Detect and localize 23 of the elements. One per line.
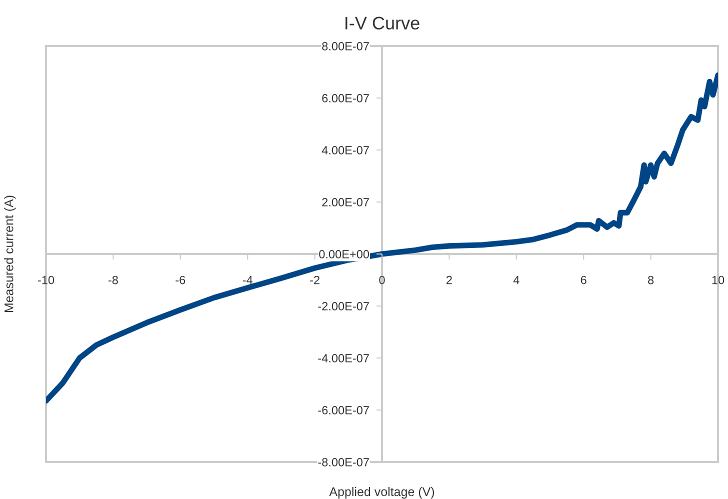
y-tick-label: 2.00E-07 [322,198,369,206]
x-tick-label: 4 [513,276,520,284]
y-axis-title: Measured current (A) [4,196,16,312]
x-tick-label: -10 [38,276,54,284]
y-tick-label: -2.00E-07 [318,302,369,310]
x-tick-label: 10 [712,276,724,284]
x-tick-label: 2 [446,276,452,284]
x-tick-label: -6 [176,276,186,284]
y-tick-label: -8.00E-07 [318,458,369,466]
x-tick-label: 6 [580,276,586,284]
y-tick-label: -4.00E-07 [318,354,369,362]
y-tick-label: 8.00E-07 [322,42,369,50]
y-tick-label: 4.00E-07 [322,146,369,154]
x-axis-title: Applied voltage (V) [329,486,434,499]
x-tick-label: -8 [108,276,118,284]
x-tick-label: -4 [242,276,253,284]
y-tick-label: -6.00E-07 [318,406,369,414]
x-tick-label: 0 [379,276,385,284]
y-tick-label: 0.00E+00 [319,250,370,258]
y-tick-label: 6.00E-07 [322,94,369,102]
x-tick-label: -2 [310,276,320,284]
x-tick-label: 8 [648,276,654,284]
chart-title: I-V Curve [346,16,420,30]
